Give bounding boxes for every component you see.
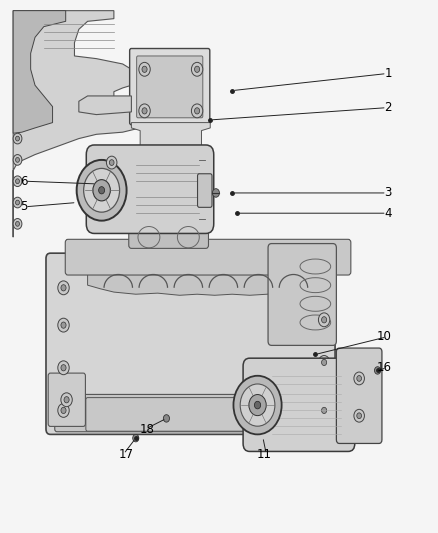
Circle shape	[142, 66, 147, 72]
Text: 18: 18	[140, 423, 155, 435]
Circle shape	[61, 322, 66, 328]
Circle shape	[191, 62, 203, 76]
Circle shape	[13, 176, 22, 187]
FancyBboxPatch shape	[198, 174, 212, 207]
Circle shape	[110, 160, 114, 165]
Text: 17: 17	[118, 448, 133, 461]
FancyBboxPatch shape	[46, 253, 335, 434]
FancyBboxPatch shape	[336, 348, 382, 443]
Circle shape	[357, 413, 361, 418]
Circle shape	[321, 359, 327, 366]
FancyBboxPatch shape	[130, 49, 210, 125]
Text: 5: 5	[20, 200, 27, 213]
Circle shape	[318, 403, 330, 417]
Circle shape	[84, 168, 120, 212]
Text: 2: 2	[385, 101, 392, 114]
Text: 11: 11	[257, 448, 272, 461]
Circle shape	[16, 200, 19, 205]
Circle shape	[16, 158, 19, 163]
Circle shape	[16, 222, 19, 227]
FancyBboxPatch shape	[268, 244, 336, 345]
Circle shape	[212, 189, 219, 197]
Circle shape	[61, 393, 72, 407]
Circle shape	[318, 313, 330, 327]
Circle shape	[13, 155, 22, 165]
Circle shape	[139, 62, 150, 76]
Circle shape	[13, 219, 22, 229]
FancyBboxPatch shape	[129, 207, 208, 248]
Circle shape	[13, 197, 22, 208]
FancyBboxPatch shape	[137, 56, 203, 118]
Circle shape	[13, 133, 22, 144]
Circle shape	[354, 372, 364, 385]
Circle shape	[318, 356, 330, 369]
Circle shape	[142, 108, 147, 114]
Polygon shape	[79, 96, 131, 115]
Circle shape	[99, 187, 105, 194]
Circle shape	[64, 397, 69, 403]
Circle shape	[16, 179, 19, 183]
Circle shape	[58, 403, 69, 417]
Circle shape	[133, 434, 139, 442]
Circle shape	[58, 281, 69, 295]
Text: 10: 10	[377, 330, 392, 343]
Circle shape	[254, 401, 261, 409]
Circle shape	[233, 376, 282, 434]
Circle shape	[93, 180, 110, 201]
FancyBboxPatch shape	[243, 358, 355, 451]
FancyBboxPatch shape	[55, 394, 322, 432]
Polygon shape	[13, 11, 66, 133]
Circle shape	[357, 376, 361, 381]
Circle shape	[374, 367, 381, 374]
Text: 6: 6	[20, 175, 27, 188]
Circle shape	[58, 318, 69, 332]
FancyBboxPatch shape	[86, 398, 256, 431]
FancyBboxPatch shape	[48, 373, 85, 426]
Polygon shape	[88, 259, 333, 295]
Text: 4: 4	[385, 207, 392, 220]
Circle shape	[249, 394, 266, 416]
Circle shape	[194, 108, 200, 114]
Circle shape	[77, 160, 127, 221]
Polygon shape	[13, 11, 140, 237]
Polygon shape	[131, 123, 210, 149]
Circle shape	[61, 285, 66, 291]
Circle shape	[163, 415, 170, 422]
Text: 1: 1	[385, 67, 392, 80]
FancyBboxPatch shape	[86, 145, 214, 233]
Circle shape	[106, 156, 117, 169]
FancyBboxPatch shape	[65, 239, 351, 275]
Circle shape	[191, 104, 203, 118]
Circle shape	[194, 66, 200, 72]
Circle shape	[139, 104, 150, 118]
Circle shape	[61, 365, 66, 371]
Text: 16: 16	[377, 361, 392, 374]
Circle shape	[354, 409, 364, 422]
Circle shape	[321, 407, 327, 414]
Circle shape	[58, 361, 69, 375]
Circle shape	[16, 136, 19, 141]
Circle shape	[61, 407, 66, 414]
Text: 3: 3	[385, 187, 392, 199]
Circle shape	[240, 384, 275, 426]
Circle shape	[321, 317, 327, 323]
